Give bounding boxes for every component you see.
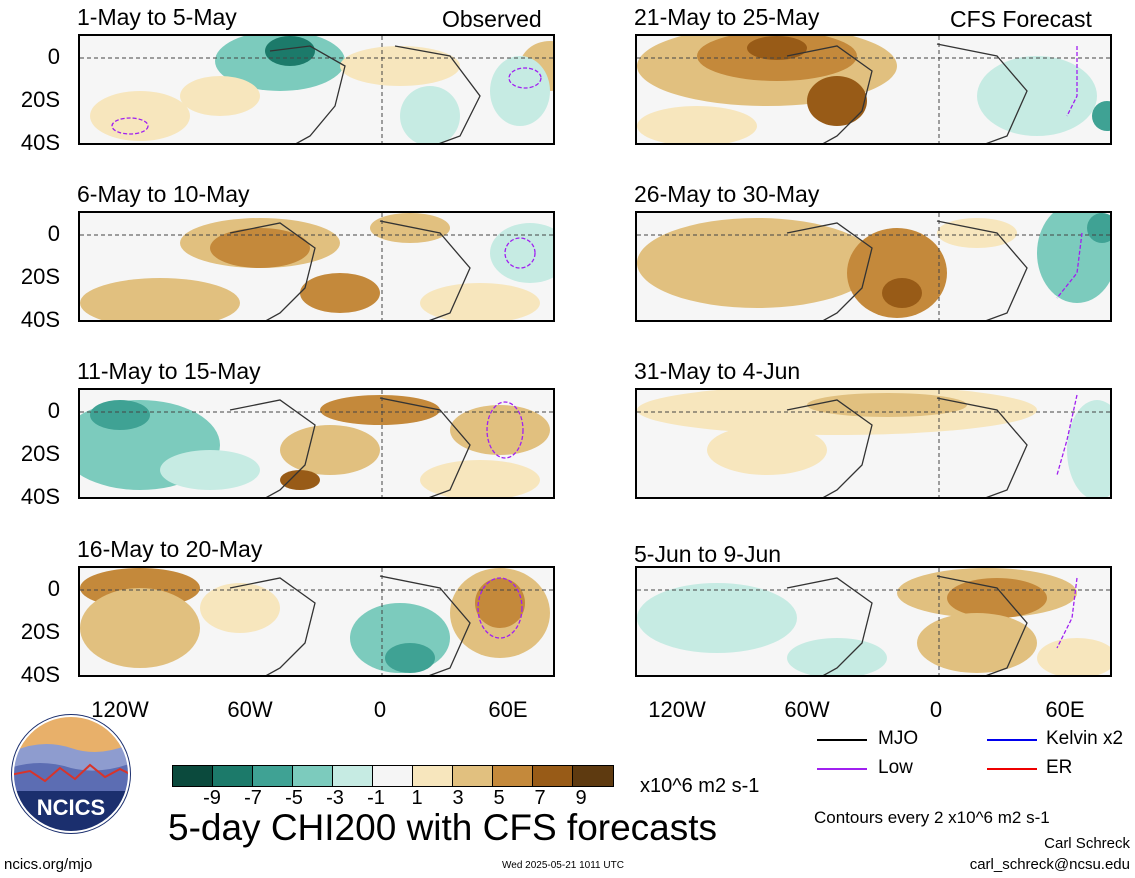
x-label: 120W	[648, 697, 706, 722]
colorbar-swatch	[413, 766, 453, 786]
map-panel-fcst-1	[635, 34, 1112, 145]
colorbar-tick: 7	[534, 787, 546, 809]
legend-kelvin-line	[987, 739, 1037, 741]
map-panel-obs-1	[78, 34, 555, 145]
panel-title: 26-May to 30-May	[634, 181, 820, 207]
colorbar-tick: -9	[203, 787, 221, 809]
colorbar-tick: -3	[326, 787, 344, 809]
x-label: 60E	[1045, 697, 1085, 722]
colorbar-swatch	[213, 766, 253, 786]
y-label: 40S	[20, 130, 60, 155]
colorbar-swatch	[373, 766, 413, 786]
contour-note: Contours every 2 x10^6 m2 s-1	[814, 808, 1050, 827]
email: carl_schreck@ncsu.edu	[969, 856, 1130, 873]
colorbar-units: x10^6 m2 s-1	[640, 775, 760, 797]
colorbar-tick: -5	[285, 787, 303, 809]
x-label: 60W	[227, 697, 273, 722]
y-label: 0	[47, 576, 60, 601]
legend-low-line	[817, 768, 867, 770]
panel-title: 5-Jun to 9-Jun	[634, 541, 782, 567]
colorbar-tick: -7	[244, 787, 262, 809]
forecast-label: CFS Forecast	[950, 6, 1092, 32]
y-label: 40S	[20, 307, 60, 332]
x-label: 120W	[91, 697, 149, 722]
panel-title: 1-May to 5-May	[77, 4, 237, 30]
panel-title: 11-May to 15-May	[77, 358, 261, 384]
y-label: 0	[47, 44, 60, 69]
x-label: 0	[929, 697, 943, 722]
map-panel-obs-3	[78, 388, 555, 499]
map-panel-fcst-2	[635, 211, 1112, 322]
colorbar-tick: 3	[452, 787, 464, 809]
colorbar-tick: 1	[411, 787, 423, 809]
y-label: 40S	[20, 484, 60, 509]
colorbar-tick: -1	[367, 787, 385, 809]
legend-kelvin-label: Kelvin x2	[1046, 728, 1124, 749]
map-panel-obs-2	[78, 211, 555, 322]
colorbar-swatch	[333, 766, 373, 786]
y-label: 20S	[20, 441, 60, 466]
colorbar-swatch	[573, 766, 613, 786]
y-label: 20S	[20, 619, 60, 644]
colorbar-swatch	[253, 766, 293, 786]
y-label: 20S	[20, 264, 60, 289]
legend-low-label: Low	[878, 757, 913, 778]
map-panel-fcst-3	[635, 388, 1112, 499]
colorbar-swatch	[293, 766, 333, 786]
panel-title: 16-May to 20-May	[77, 536, 263, 562]
ncics-logo: NCICS	[10, 713, 132, 835]
colorbar-tick: 9	[575, 787, 587, 809]
colorbar	[172, 765, 614, 787]
colorbar-swatch	[493, 766, 533, 786]
colorbar-swatch	[533, 766, 573, 786]
legend-er-label: ER	[1046, 757, 1073, 778]
map-panel-obs-4	[78, 566, 555, 677]
legend-er-line	[987, 768, 1037, 770]
panel-title: 31-May to 4-Jun	[634, 358, 801, 384]
y-label: 0	[47, 398, 60, 423]
colorbar-tick: 5	[493, 787, 505, 809]
legend-mjo-label: MJO	[878, 728, 919, 749]
main-title: 5-day CHI200 with CFS forecasts	[168, 807, 718, 848]
y-label: 0	[47, 221, 60, 246]
timestamp: Wed 2025-05-21 1011 UTC	[502, 860, 624, 871]
x-label: 0	[373, 697, 387, 722]
legend-mjo-line	[817, 739, 867, 741]
site-link[interactable]: ncics.org/mjo	[4, 856, 93, 873]
x-label: 60W	[784, 697, 830, 722]
author: Carl Schreck	[1044, 835, 1130, 852]
panel-title: 21-May to 25-May	[634, 4, 820, 30]
logo-text: NCICS	[36, 795, 106, 820]
colorbar-swatch	[453, 766, 493, 786]
y-label: 20S	[20, 87, 60, 112]
map-panel-fcst-4	[635, 566, 1112, 677]
observed-label: Observed	[442, 6, 542, 32]
colorbar-swatch	[173, 766, 213, 786]
y-label: 40S	[20, 662, 60, 687]
panel-title: 6-May to 10-May	[77, 181, 250, 207]
x-label: 60E	[488, 697, 528, 722]
